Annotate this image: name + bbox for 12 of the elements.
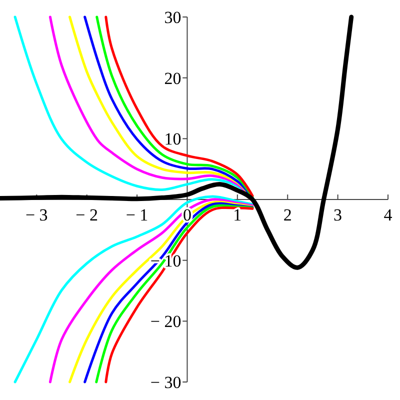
y-tick-label: − 30 [150,373,182,392]
x-tick-label: − 3 [25,206,48,224]
x-tick-label: − 2 [76,206,98,224]
x-tick-label: − 1 [126,206,148,224]
y-tick-label: 20 [164,68,182,88]
x-tick-label: 3 [334,206,342,224]
y-tick-label: − 20 [150,312,182,332]
y-tick-label: 10 [164,130,182,149]
x-tick-label: 4 [384,206,393,224]
x-tick-label: 2 [283,206,292,224]
y-tick-label: 30 [164,8,182,27]
x-tick-label: 1 [233,206,242,224]
